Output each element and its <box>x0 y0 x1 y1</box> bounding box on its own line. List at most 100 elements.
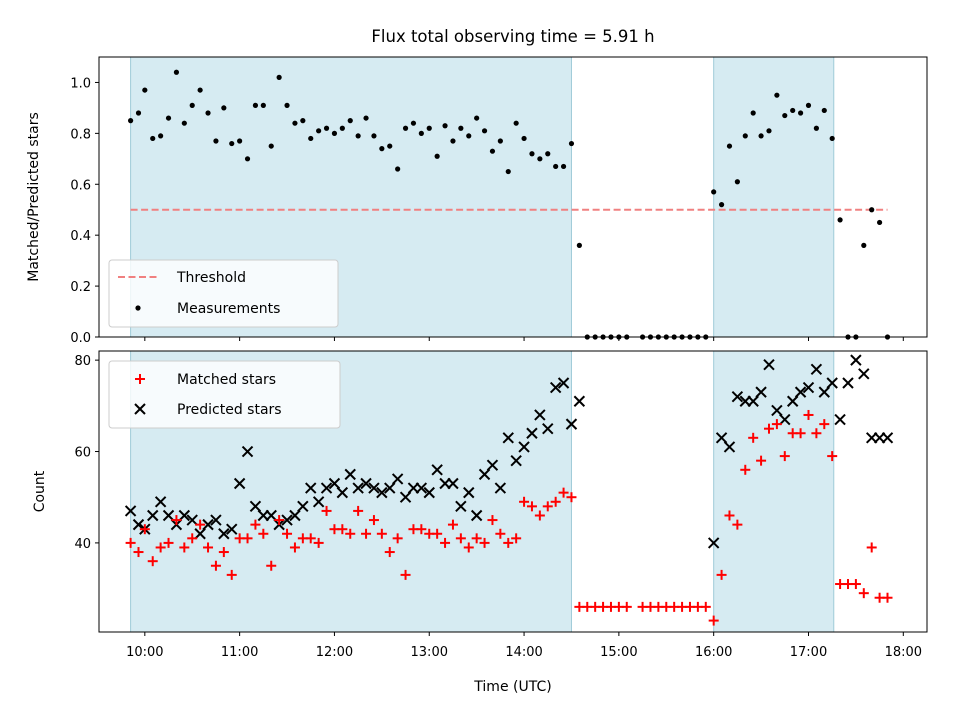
predicted-stars-point <box>344 468 356 481</box>
predicted-stars-point <box>771 404 783 417</box>
measurement-point <box>560 163 567 170</box>
top-y-tick-label: 1.0 <box>70 76 91 91</box>
measurement-point <box>142 87 148 93</box>
measurement-point <box>252 102 259 108</box>
measurement-point <box>173 69 180 75</box>
predicted-stars-point <box>786 395 799 407</box>
legend-predicted-swatch <box>134 403 146 415</box>
chart-title: Flux total observing time = 5.91 h <box>371 27 654 46</box>
predicted-stars-point <box>707 537 720 549</box>
measurement-point <box>726 143 733 149</box>
measurement-point <box>466 133 472 139</box>
predicted-stars-point <box>289 509 301 522</box>
x-tick-label: 12:00 <box>316 645 353 660</box>
predicted-stars-point <box>147 509 159 522</box>
measurement-point <box>450 138 456 144</box>
predicted-stars-point <box>881 432 894 444</box>
bottom-legend-box <box>108 360 341 429</box>
measurement-point <box>135 110 142 116</box>
measurement-point <box>876 219 883 226</box>
predicted-stars-point <box>755 386 767 398</box>
predicted-stars-point <box>360 477 372 490</box>
legend-x-mark <box>134 403 146 415</box>
measurement-point <box>869 207 875 213</box>
x-tick-label: 15:00 <box>600 645 637 660</box>
measurement-point <box>758 133 764 139</box>
top-legend-box <box>108 259 339 328</box>
predicted-stars-point <box>802 381 815 394</box>
measurement-point <box>474 115 480 121</box>
legend-matched-label: Matched stars <box>177 372 276 388</box>
top-x-ticks <box>144 337 904 341</box>
x-tick-label: 10:00 <box>126 645 163 660</box>
measurement-point <box>371 133 377 139</box>
predicted-stars-point <box>368 482 380 494</box>
predicted-stars-point <box>336 486 349 499</box>
predicted-stars-point <box>352 482 364 494</box>
predicted-stars-point <box>124 505 137 517</box>
measurement-point <box>576 242 582 248</box>
measurement-point <box>260 102 266 108</box>
measurement-point <box>426 125 432 131</box>
predicted-stars-point <box>826 377 838 389</box>
top-y-tick-label: 0.0 <box>70 331 91 346</box>
predicted-stars-point <box>731 390 744 403</box>
measurement-point <box>316 128 322 134</box>
predicted-stars-point <box>810 363 823 375</box>
predicted-stars-series <box>124 354 894 549</box>
bottom-y-tick-label: 80 <box>74 354 91 369</box>
predicted-stars-point <box>818 386 830 398</box>
top-legend: Threshold Measurements <box>108 259 339 328</box>
measurement-point <box>766 128 772 134</box>
measurement-point <box>158 133 164 139</box>
measurement-point <box>513 120 519 126</box>
measurement-point <box>300 118 306 124</box>
predicted-stars-point <box>502 432 514 444</box>
measurement-point <box>395 166 401 172</box>
predicted-stars-point <box>534 409 546 421</box>
predicted-stars-point <box>297 500 309 513</box>
measurement-point <box>481 128 488 134</box>
bottom-plot-frame <box>98 350 928 633</box>
predicted-stars-point <box>565 418 578 430</box>
measurement-point <box>718 202 725 208</box>
measurement-point <box>505 168 511 175</box>
bottom-window-1 <box>713 351 834 632</box>
predicted-stars-point <box>542 422 554 435</box>
predicted-stars-point <box>723 441 736 453</box>
predicted-stars-point <box>794 386 807 398</box>
predicted-stars-point <box>549 381 562 394</box>
measurement-point <box>221 105 227 111</box>
predicted-stars-point <box>431 464 443 476</box>
top-y-tick-label: 0.8 <box>70 127 91 142</box>
measurement-point <box>292 120 298 126</box>
x-tick-label: 18:00 <box>885 645 922 660</box>
measurement-point <box>790 107 796 114</box>
predicted-stars-point <box>447 477 459 490</box>
measurement-point <box>742 133 748 139</box>
predicted-stars-point <box>186 514 198 526</box>
predicted-stars-point <box>154 496 167 508</box>
measurement-point <box>821 107 827 114</box>
predicted-stars-point <box>328 477 341 490</box>
measurement-point <box>734 179 740 185</box>
measurement-point <box>197 87 203 93</box>
predicted-stars-point <box>470 509 483 522</box>
measurement-point <box>442 123 448 129</box>
predicted-stars-point <box>202 518 214 531</box>
predicted-stars-point <box>226 523 238 535</box>
legend-measurements-label: Measurements <box>177 301 280 317</box>
measurement-point <box>205 110 211 116</box>
top-plot-frame <box>98 56 928 338</box>
x-axis-label: Time (UTC) <box>473 679 551 695</box>
predicted-stars-point <box>747 395 759 407</box>
measurement-point <box>323 125 330 131</box>
predicted-stars-point <box>573 395 586 407</box>
measurement-point <box>387 143 393 149</box>
measurement-point <box>711 189 717 195</box>
predicted-stars-point <box>384 482 396 494</box>
measurement-point <box>402 125 409 131</box>
legend-measurements-swatch <box>135 305 141 311</box>
measurement-point <box>489 148 496 154</box>
measurement-point <box>537 156 543 162</box>
